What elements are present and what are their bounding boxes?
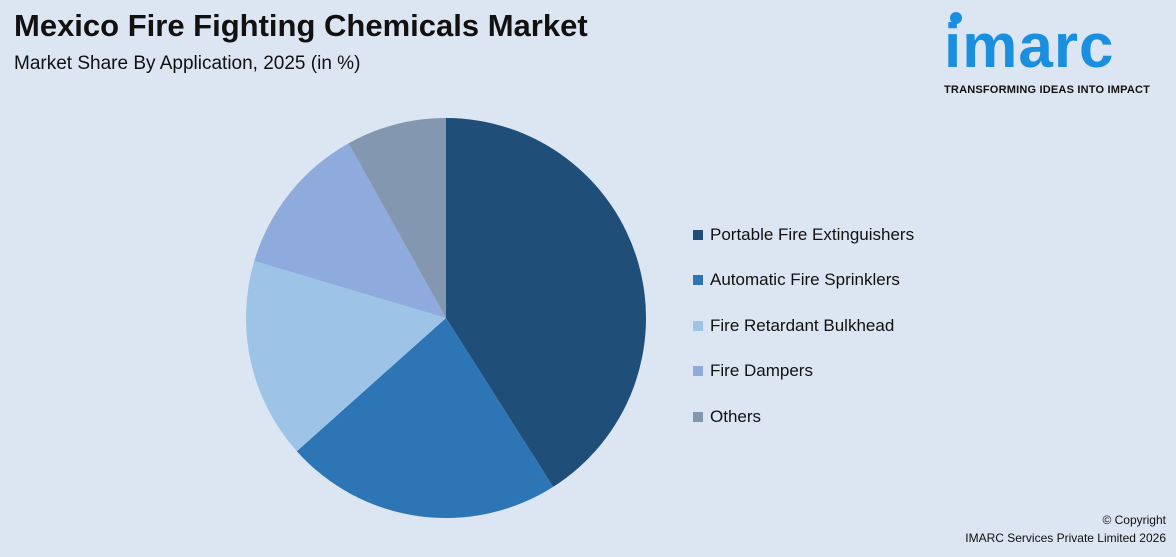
legend-item: Automatic Fire Sprinklers <box>693 258 914 304</box>
legend-label: Others <box>710 406 762 426</box>
pie-slice-fire-dampers <box>254 143 446 318</box>
company-text: IMARC Services Private Limited 2026 <box>965 531 1166 545</box>
pie-slice-others <box>348 118 446 318</box>
legend-label: Portable Fire Extinguishers <box>710 224 915 244</box>
legend-swatch <box>693 320 703 331</box>
legend-label: Fire Retardant Bulkhead <box>710 315 895 335</box>
legend-label: Fire Dampers <box>710 361 813 381</box>
chart-title: Mexico Fire Fighting Chemicals Market <box>14 8 588 43</box>
copyright-text: © Copyright <box>1102 513 1166 527</box>
legend-item: Portable Fire Extinguishers <box>693 212 914 258</box>
pie-slice-portable-fire-extinguishers <box>446 118 646 487</box>
logo-text: imarc <box>944 12 1115 81</box>
legend-swatch <box>693 275 703 286</box>
legend-swatch <box>693 411 703 422</box>
copyright: © Copyright IMARC Services Private Limit… <box>965 511 1166 547</box>
logo-tagline: TRANSFORMING IDEAS INTO IMPACT <box>944 84 1151 96</box>
legend: Portable Fire Extinguishers Automatic Fir… <box>693 212 914 440</box>
imarc-logo: imarc TRANSFORMING IDEAS INTO IMPACT <box>944 12 1170 96</box>
legend-item: Others <box>693 394 914 440</box>
chart-subtitle: Market Share By Application, 2025 (in %) <box>14 53 361 74</box>
legend-item: Fire Retardant Bulkhead <box>693 303 914 349</box>
legend-swatch <box>693 229 703 240</box>
legend-item: Fire Dampers <box>693 349 914 395</box>
pie-slice-automatic-fire-sprinklers <box>296 318 554 518</box>
legend-label: Automatic Fire Sprinklers <box>710 270 900 290</box>
pie-slice-fire-retardant-bulkhead <box>245 260 446 452</box>
legend-swatch <box>693 366 703 377</box>
